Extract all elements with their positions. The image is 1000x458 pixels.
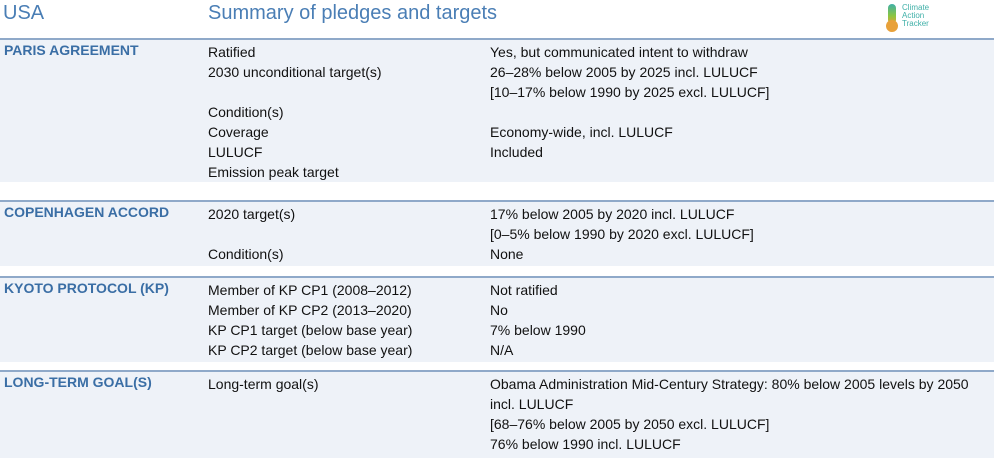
table-row: Emission peak target xyxy=(208,162,994,182)
row-label: 2020 target(s) xyxy=(208,206,296,222)
section-title: COPENHAGEN ACCORD xyxy=(4,204,170,220)
section-copenhagen-accord: COPENHAGEN ACCORD 2020 target(s) 17% below… xyxy=(0,200,994,266)
header: USA Summary of pledges and targets Clima… xyxy=(0,0,1000,36)
row-value: N/A xyxy=(490,340,994,360)
row-value: Yes, but communicated intent to withdraw xyxy=(490,42,994,62)
table-row: Condition(s) xyxy=(208,102,994,122)
table-row: 2020 target(s) 17% below 2005 by 2020 inc… xyxy=(208,204,994,244)
page-subtitle: Summary of pledges and targets xyxy=(208,2,498,24)
row-label: LULUCF xyxy=(208,144,263,160)
value-line: [68–76% below 2005 by 2050 excl. LULUCF] xyxy=(490,416,770,432)
section-paris-agreement: PARIS AGREEMENT Ratified Yes, but communic… xyxy=(0,38,994,182)
value-line: No xyxy=(490,302,508,318)
section-title: KYOTO PROTOCOL (KP) xyxy=(4,280,169,296)
value-line: Not ratified xyxy=(490,282,558,298)
section-title: LONG-TERM GOAL(S) xyxy=(4,374,152,390)
value-line xyxy=(490,162,994,182)
value-line: N/A xyxy=(490,342,514,358)
table-row: 2030 unconditional target(s) 26–28% below… xyxy=(208,62,994,102)
row-value xyxy=(490,162,994,182)
value-line: 76% below 1990 incl. LULUCF xyxy=(490,436,681,452)
row-value: 7% below 1990 xyxy=(490,320,994,340)
value-line: [0–5% below 1990 by 2020 excl. LULUCF] xyxy=(490,226,754,242)
section-long-term-goal-s: LONG-TERM GOAL(S) Long-term goal(s) Obama … xyxy=(0,370,994,458)
value-line: None xyxy=(490,246,524,262)
row-label: 2030 unconditional target(s) xyxy=(208,64,382,80)
row-label: Condition(s) xyxy=(208,246,284,262)
row-label: Coverage xyxy=(208,124,269,140)
table-row: KP CP2 target (below base year) N/A xyxy=(208,340,994,360)
value-line: Economy-wide, incl. LULUCF xyxy=(490,124,673,140)
table-row: Condition(s) None xyxy=(208,244,994,264)
thermometer-bulb-icon xyxy=(886,20,898,32)
row-value xyxy=(490,102,994,122)
row-label: KP CP1 target (below base year) xyxy=(208,322,413,338)
value-line: [10–17% below 1990 by 2025 excl. LULUCF] xyxy=(490,84,770,100)
table-row: LULUCF Included xyxy=(208,142,994,162)
value-line: 17% below 2005 by 2020 incl. LULUCF xyxy=(490,206,735,222)
section-rows: 2020 target(s) 17% below 2005 by 2020 inc… xyxy=(208,204,994,264)
climate-action-tracker-logo: Climate Action Tracker xyxy=(884,3,944,32)
table-row: Ratified Yes, but communicated intent to … xyxy=(208,42,994,62)
row-value: None xyxy=(490,244,994,264)
row-value: Included xyxy=(490,142,994,162)
value-line xyxy=(490,102,994,122)
row-label: Long-term goal(s) xyxy=(208,376,319,392)
value-line: Obama Administration Mid-Century Strateg… xyxy=(490,376,969,412)
value-line: 7% below 1990 xyxy=(490,322,586,338)
row-value: 26–28% below 2005 by 2025 incl. LULUCF [1… xyxy=(490,62,994,102)
country-title: USA xyxy=(3,2,45,24)
section-title: PARIS AGREEMENT xyxy=(4,42,139,58)
section-rows: Member of KP CP1 (2008–2012) Not ratified… xyxy=(208,280,994,360)
row-value: Obama Administration Mid-Century Strateg… xyxy=(490,374,994,454)
row-label: KP CP2 target (below base year) xyxy=(208,342,413,358)
table-row: Member of KP CP2 (2013–2020) No xyxy=(208,300,994,320)
table-row: Coverage Economy-wide, incl. LULUCF xyxy=(208,122,994,142)
row-value: 17% below 2005 by 2020 incl. LULUCF [0–5%… xyxy=(490,204,994,244)
row-value: Economy-wide, incl. LULUCF xyxy=(490,122,994,142)
row-label: Emission peak target xyxy=(208,164,339,180)
row-label: Member of KP CP1 (2008–2012) xyxy=(208,282,412,298)
row-label: Member of KP CP2 (2013–2020) xyxy=(208,302,412,318)
logo-text: Climate Action Tracker xyxy=(902,3,930,28)
value-line: Included xyxy=(490,144,543,160)
row-value: No xyxy=(490,300,994,320)
section-rows: Long-term goal(s) Obama Administration Mi… xyxy=(208,374,994,454)
value-line: 26–28% below 2005 by 2025 incl. LULUCF xyxy=(490,64,758,80)
row-label: Condition(s) xyxy=(208,104,284,120)
row-label: Ratified xyxy=(208,44,256,60)
value-line: Yes, but communicated intent to withdraw xyxy=(490,44,748,60)
table-row: Member of KP CP1 (2008–2012) Not ratified xyxy=(208,280,994,300)
section-kyoto-protocol-kp: KYOTO PROTOCOL (KP) Member of KP CP1 (200… xyxy=(0,276,994,362)
section-rows: Ratified Yes, but communicated intent to … xyxy=(208,42,994,182)
table-row: KP CP1 target (below base year) 7% below … xyxy=(208,320,994,340)
row-value: Not ratified xyxy=(490,280,994,300)
table-row: Long-term goal(s) Obama Administration Mi… xyxy=(208,374,994,454)
thermometer-icon xyxy=(888,4,896,24)
